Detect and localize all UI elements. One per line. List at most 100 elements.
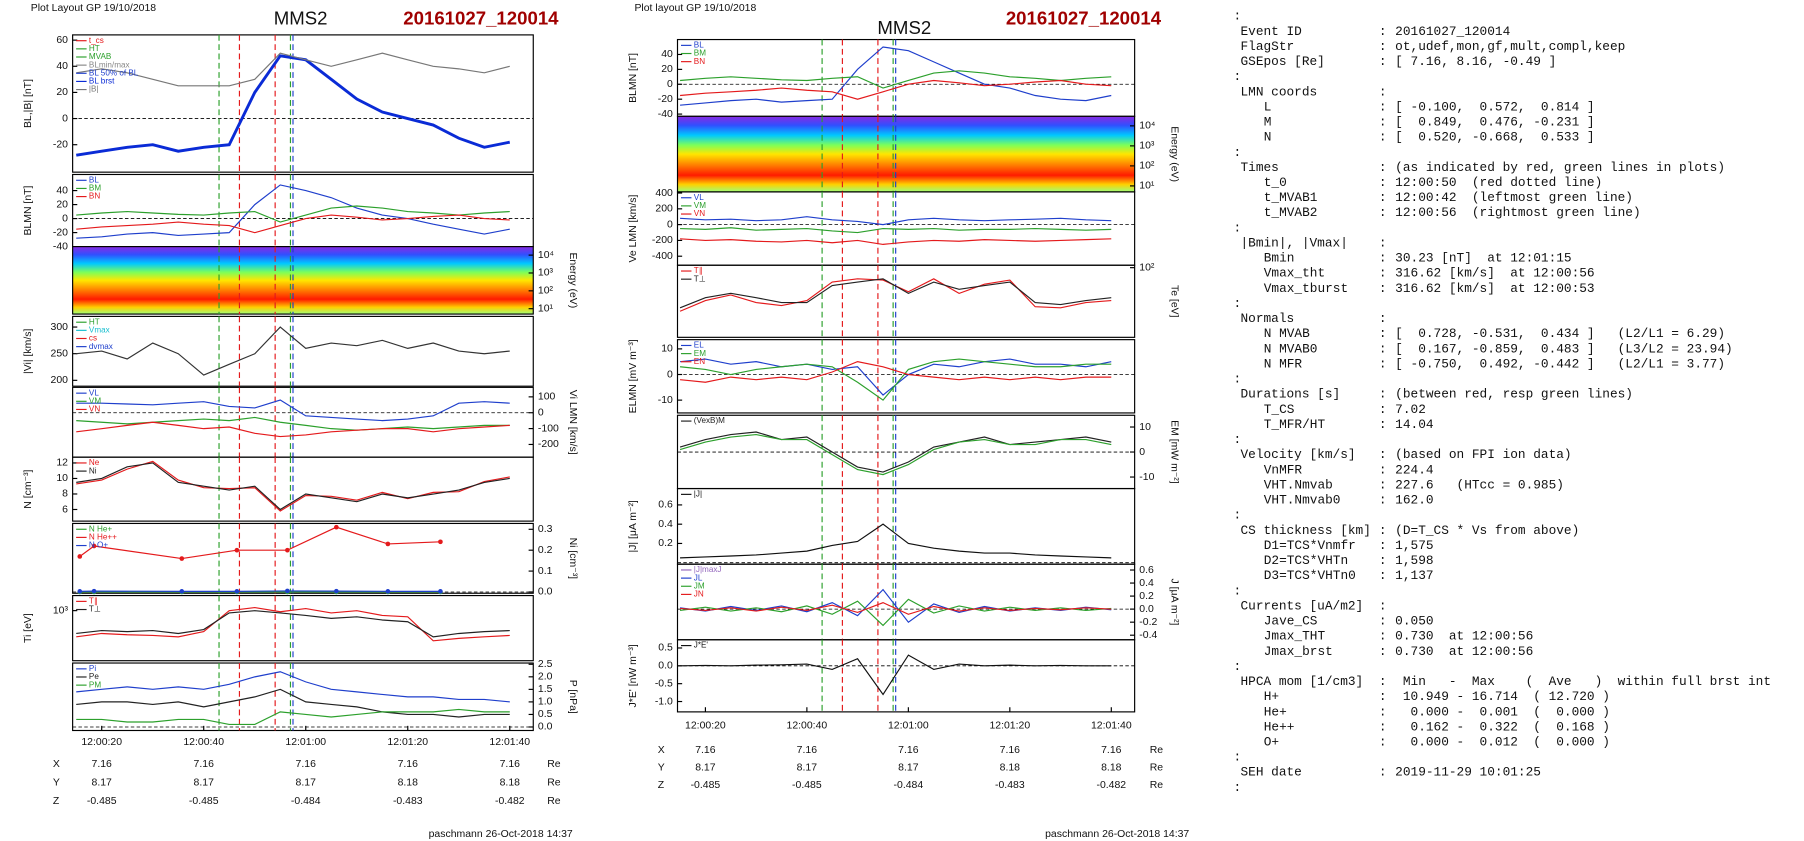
legend-label: |J|: [694, 490, 702, 499]
position-value: 8.18: [398, 778, 419, 789]
legend-label: |B|: [89, 85, 99, 94]
panel-frame: [72, 662, 534, 732]
listing-colon: :: [1379, 311, 1387, 326]
x-tick-label: 12:01:40: [1091, 721, 1132, 732]
legend-label: T∥: [89, 597, 98, 606]
legend-label: EM: [694, 349, 706, 358]
panel-frame: [676, 339, 1136, 414]
series-line: [76, 671, 510, 703]
panel-frame: [72, 173, 534, 248]
listing-key: N: [1264, 130, 1272, 145]
y-tick-label: 0: [538, 407, 544, 418]
listing-key: Jave_CS: [1264, 614, 1318, 629]
y-axis-label: Ve LMN [km/s]: [628, 194, 639, 262]
listing-colon: :: [1379, 326, 1387, 341]
series-line: [76, 54, 511, 157]
y-tick-label: -1.0: [655, 696, 673, 707]
y-axis-label: |J| [μA m⁻²]: [628, 500, 639, 552]
legend-label: Vmax: [89, 326, 110, 335]
listing-key: N MVAB0: [1264, 341, 1318, 356]
position-value: -0.485: [691, 780, 721, 791]
y-tick-label: 40: [56, 61, 68, 72]
legend-label: JN: [694, 590, 704, 599]
y-tick-label: 8: [62, 489, 68, 500]
legend-label: VL: [89, 388, 99, 397]
listing-colon: :: [1379, 205, 1387, 220]
listing-colon: :: [1379, 704, 1387, 719]
y-tick-label: 0: [62, 213, 68, 224]
listing-key: |Bmin|, |Vmax|: [1240, 235, 1347, 250]
listing-value: 0.050: [1395, 614, 1433, 629]
listing-colon: :: [1379, 447, 1387, 462]
y-tick-label: -40: [658, 109, 673, 120]
y-axis-label: BLMN [nT]: [23, 185, 34, 235]
y-tick-label: 0.2: [658, 538, 673, 549]
y-tick-label: 0.6: [1139, 565, 1154, 576]
y-tick-label: 2.0: [538, 672, 553, 683]
y-tick-label: 12: [56, 458, 68, 469]
y-tick-label: -0.4: [1139, 630, 1157, 641]
listing-key: T_CS: [1264, 402, 1295, 417]
position-value: -0.484: [894, 780, 924, 791]
legend-label: JM: [694, 581, 705, 590]
legend-label: Ni: [89, 466, 97, 475]
listing-value: 162.0: [1395, 493, 1433, 508]
listing-key: t_0: [1264, 175, 1287, 190]
listing-colon: :: [1379, 387, 1387, 402]
y-tick-label: 10²: [538, 286, 554, 297]
y-tick-label: 10³: [53, 605, 69, 616]
series-marker: [234, 589, 240, 594]
listing-value: [ -0.750, 0.492, -0.442 ] (L2/L1 = 3.77): [1395, 356, 1725, 371]
listing-colon: :: [1379, 629, 1387, 644]
legend-label: (VexB)M: [694, 416, 725, 425]
y-tick-label: 100: [538, 392, 556, 403]
y-tick-label: 0: [667, 79, 673, 90]
y-tick-label: 0.4: [658, 519, 673, 530]
series-line: [680, 654, 1112, 696]
legend-label: T⊥: [89, 605, 101, 614]
legend-label: dvmax: [89, 342, 113, 351]
legend-label: HT: [89, 44, 100, 53]
position-value: -0.483: [393, 796, 423, 807]
position-value: 8.17: [92, 778, 113, 789]
series-line: [79, 526, 441, 560]
y-tick-label: 0.2: [1139, 591, 1154, 602]
listing-value: ot,udef,mon,gf,mult,compl,keep: [1395, 39, 1625, 54]
listing-value: 224.4: [1395, 462, 1434, 477]
listing-separator: :: [1234, 508, 1242, 523]
position-value: -0.482: [1096, 780, 1126, 791]
legend-label: |J|maxJ: [694, 565, 722, 574]
listing-separator: :: [1234, 780, 1242, 795]
legend-label: J*E': [694, 641, 709, 650]
y-axis-label: Energy (eV): [567, 252, 578, 308]
listing-colon: :: [1379, 235, 1387, 250]
series-line: [76, 52, 510, 87]
listing-key: He++: [1264, 719, 1295, 734]
listing-colon: :: [1379, 402, 1387, 417]
listing-value: 316.62 [km/s] at 12:00:56: [1395, 266, 1594, 281]
series-marker: [334, 524, 339, 530]
series-marker: [91, 543, 97, 549]
position-value: 8.18: [1101, 762, 1122, 773]
listing-colon: :: [1379, 614, 1387, 629]
position-value: 7.16: [194, 759, 215, 770]
legend-label: PM: [89, 680, 101, 689]
left-event: 20161027_120014: [403, 8, 559, 29]
listing-key: Event ID: [1240, 24, 1302, 39]
listing-separator: :: [1234, 145, 1242, 160]
legend-label: JL: [694, 573, 703, 582]
position-label: X: [53, 759, 60, 770]
legend-label: BN: [694, 57, 705, 66]
panel-frame: [72, 594, 534, 662]
series-line: [76, 399, 510, 422]
y-tick-label: 20: [661, 64, 673, 75]
position-value: -0.482: [495, 796, 525, 807]
listing-value: 227.6 (HTcc = 0.985): [1395, 477, 1564, 492]
series-line: [76, 610, 510, 638]
listing-colon: :: [1379, 356, 1387, 371]
series-line: [679, 433, 1112, 476]
listing-colon: :: [1379, 493, 1387, 508]
listing-key: GSEpos [Re]: [1240, 54, 1324, 69]
listing-separator: :: [1234, 583, 1242, 598]
